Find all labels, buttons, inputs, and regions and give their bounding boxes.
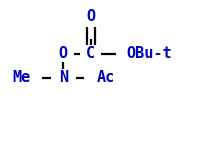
Text: Ac: Ac bbox=[97, 70, 115, 85]
Text: N: N bbox=[59, 70, 68, 85]
Text: O: O bbox=[59, 46, 68, 61]
Text: OBu-t: OBu-t bbox=[127, 46, 172, 61]
Text: Me: Me bbox=[12, 70, 30, 85]
Text: O: O bbox=[86, 9, 95, 24]
Text: C: C bbox=[86, 46, 95, 61]
